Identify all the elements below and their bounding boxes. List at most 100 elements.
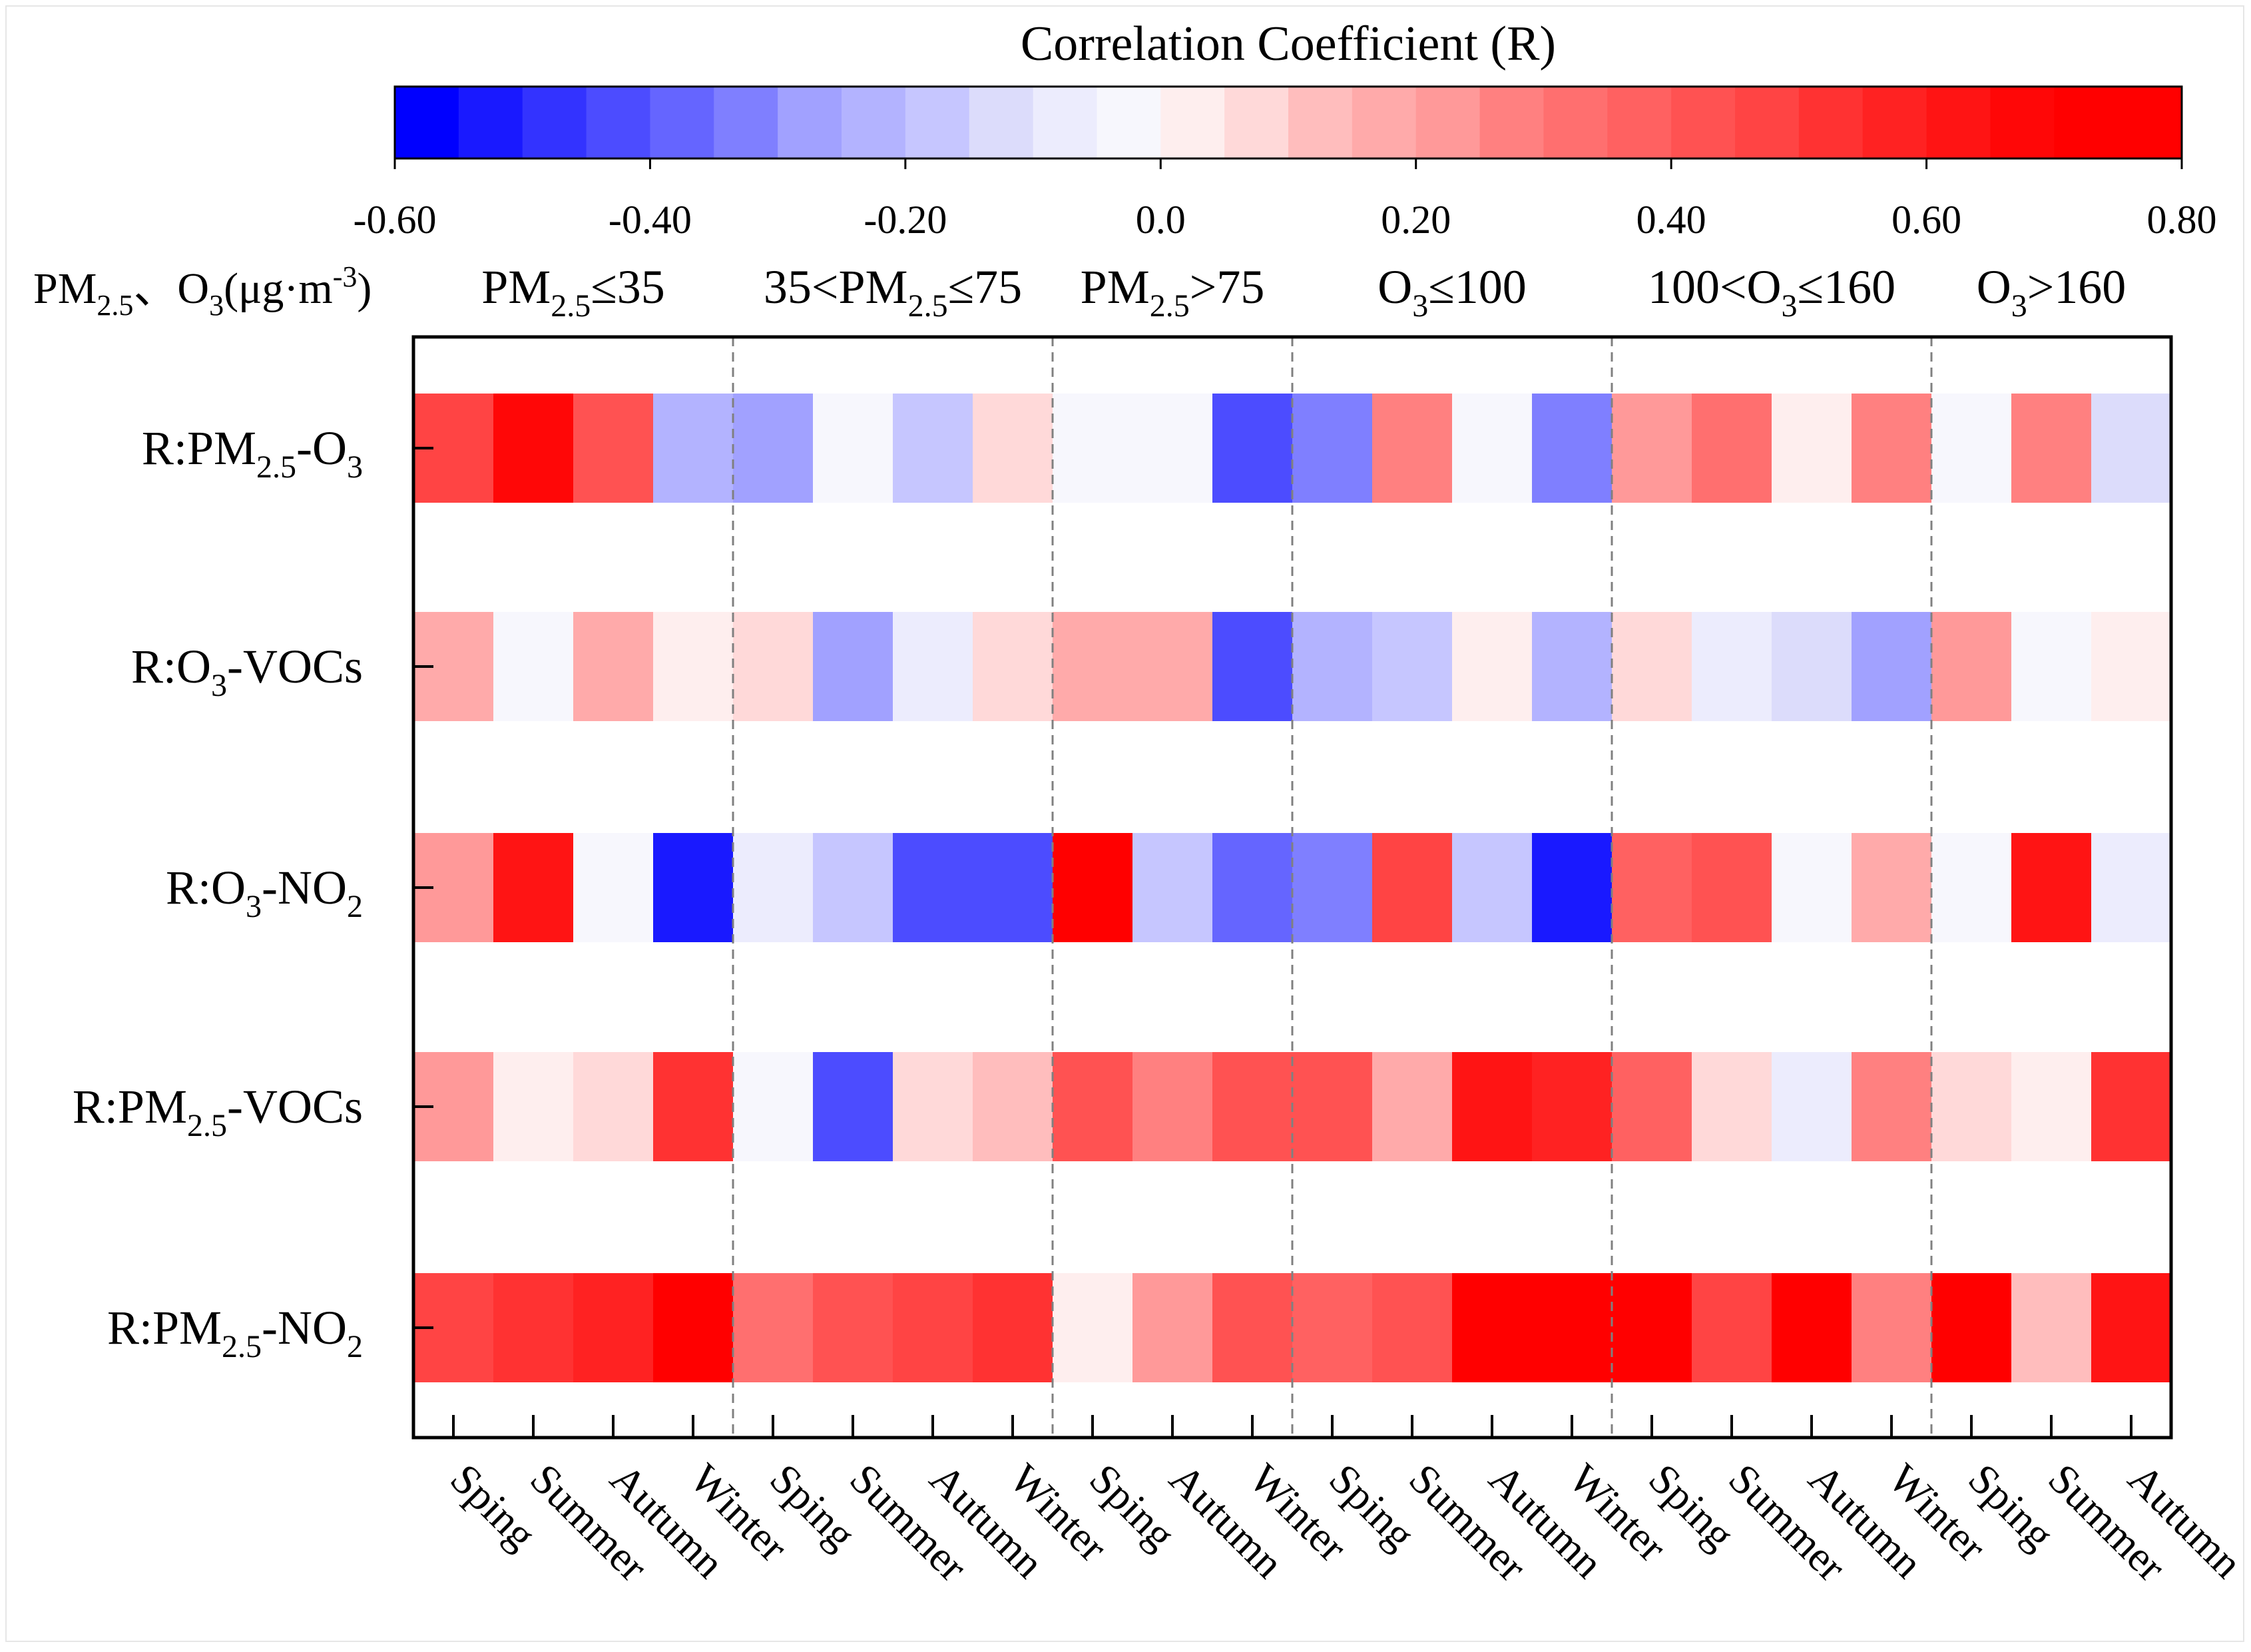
heatmap-cell — [493, 1052, 574, 1161]
heatmap-cell — [1852, 1052, 1932, 1161]
heatmap-cell — [1212, 1273, 1293, 1382]
heatmap-cell — [1452, 1052, 1533, 1161]
heatmap-cell — [1212, 394, 1293, 503]
heatmap-cell — [1772, 394, 1852, 503]
heatmap-cell — [1692, 833, 1772, 942]
heatmap-cell — [813, 1273, 893, 1382]
heatmap-cell — [1292, 833, 1373, 942]
heatmap-cell — [573, 1273, 654, 1382]
row-label: R:O3​-NO2​ — [166, 861, 363, 924]
heatmap-cell — [2011, 1273, 2092, 1382]
colorbar-segment — [1735, 87, 1800, 158]
heatmap-cell — [893, 394, 973, 503]
colorbar-segment — [1033, 87, 1098, 158]
colorbar-segment — [1990, 87, 2055, 158]
plot-frame — [411, 335, 2173, 1440]
heatmap-cell — [1132, 1273, 1213, 1382]
colorbar-segment — [1798, 87, 1864, 158]
heatmap-cell — [1372, 1052, 1453, 1161]
heatmap-cell — [1132, 1052, 1213, 1161]
colorbar-segment — [1607, 87, 1672, 158]
heatmap-cell — [573, 833, 654, 942]
heatmap-cell — [2011, 394, 2092, 503]
heatmap-cell — [973, 833, 1053, 942]
heatmap-cell — [1772, 612, 1852, 721]
heatmap-cell — [2011, 612, 2092, 721]
heatmap-cell — [1692, 394, 1772, 503]
heatmap-cell — [893, 1052, 973, 1161]
heatmap-cell — [653, 394, 734, 503]
heatmap-cell — [1292, 394, 1373, 503]
row-label: R:PM2.5​-NO2​ — [107, 1301, 363, 1364]
heatmap-cell — [653, 1052, 734, 1161]
colorbar-segment — [1352, 87, 1417, 158]
group-header-label: O3​>160 — [1977, 260, 2126, 324]
group-header-label: PM2.5​>75 — [1081, 260, 1265, 324]
heatmap-cell — [1292, 612, 1373, 721]
colorbar-segment — [458, 87, 523, 158]
heatmap-cell — [1532, 612, 1613, 721]
colorbar-segment — [2118, 87, 2182, 158]
heatmap-cell — [1452, 612, 1533, 721]
heatmap-cell — [493, 1273, 574, 1382]
heatmap-cell — [1132, 612, 1213, 721]
heatmap-cell — [573, 394, 654, 503]
heatmap-cell — [1931, 394, 2012, 503]
heatmap-cell — [573, 612, 654, 721]
heatmap-cell — [1372, 1273, 1453, 1382]
heatmap-cell — [1372, 394, 1453, 503]
heatmap-cell — [1212, 1052, 1293, 1161]
colorbar-segment — [2054, 87, 2119, 158]
row-label: R:PM2.5​-O3​ — [142, 421, 363, 485]
heatmap-cell — [2091, 394, 2172, 503]
heatmap-cells — [413, 394, 2172, 1382]
heatmap-cell — [1612, 1052, 1692, 1161]
colorbar-segment — [778, 87, 842, 158]
heatmap-cell — [1053, 394, 1133, 503]
colorbar-tick-label: -0.20 — [864, 198, 947, 242]
colorbar-tick-label: 0.40 — [1636, 198, 1706, 242]
heatmap-cell — [1612, 1273, 1692, 1382]
colorbar-segment — [1926, 87, 1991, 158]
heatmap-cell — [1692, 612, 1772, 721]
heatmap-cell — [1053, 612, 1133, 721]
colorbar: -0.60 -0.40 -0.20 0.0 0.20 0.40 0.60 0.80 — [354, 85, 2217, 242]
colorbar-segment — [842, 87, 906, 158]
heatmap-cell — [1852, 1273, 1932, 1382]
heatmap-cell — [733, 1052, 814, 1161]
colorbar-segment — [1415, 87, 1481, 158]
heatmap-cell — [1852, 394, 1932, 503]
group-header: PM2.5​、O3​(μg·m-3​) PM2.5​≤35 35<PM2.5​≤75… — [33, 260, 2126, 324]
heatmap-cell — [813, 612, 893, 721]
colorbar-segment — [395, 87, 459, 158]
heatmap-cell — [653, 612, 734, 721]
heatmap-cell — [493, 612, 574, 721]
heatmap-cell — [1612, 833, 1692, 942]
heatmap-cell — [1292, 1052, 1373, 1161]
heatmap-cell — [893, 1273, 973, 1382]
heatmap-cell — [2011, 1052, 2092, 1161]
heatmap-cell — [1372, 612, 1453, 721]
heatmap-cell — [733, 1273, 814, 1382]
heatmap-cell — [1532, 1273, 1613, 1382]
heatmap-cell — [493, 833, 574, 942]
heatmap-cell — [1372, 833, 1453, 942]
colorbar-segment — [1671, 87, 1736, 158]
group-header-label: PM2.5​≤35 — [481, 260, 665, 324]
heatmap-cell — [893, 612, 973, 721]
heatmap-cell — [1931, 1273, 2012, 1382]
heatmap-cell — [973, 1052, 1053, 1161]
heatmap-cell — [1452, 394, 1533, 503]
heatmap-cell — [1931, 1052, 2012, 1161]
colorbar-tick-label: -0.40 — [609, 198, 692, 242]
heatmap-cell — [493, 394, 574, 503]
colorbar-segment — [969, 87, 1034, 158]
heatmap-cell — [1212, 612, 1293, 721]
colorbar-tick-label: 0.80 — [2147, 198, 2217, 242]
heatmap-cell — [1692, 1052, 1772, 1161]
heatmap-cell — [1053, 833, 1133, 942]
colorbar-segment — [1543, 87, 1608, 158]
page-frame — [5, 5, 2244, 1642]
heatmap-cell — [1452, 1273, 1533, 1382]
heatmap-cell — [1931, 612, 2012, 721]
